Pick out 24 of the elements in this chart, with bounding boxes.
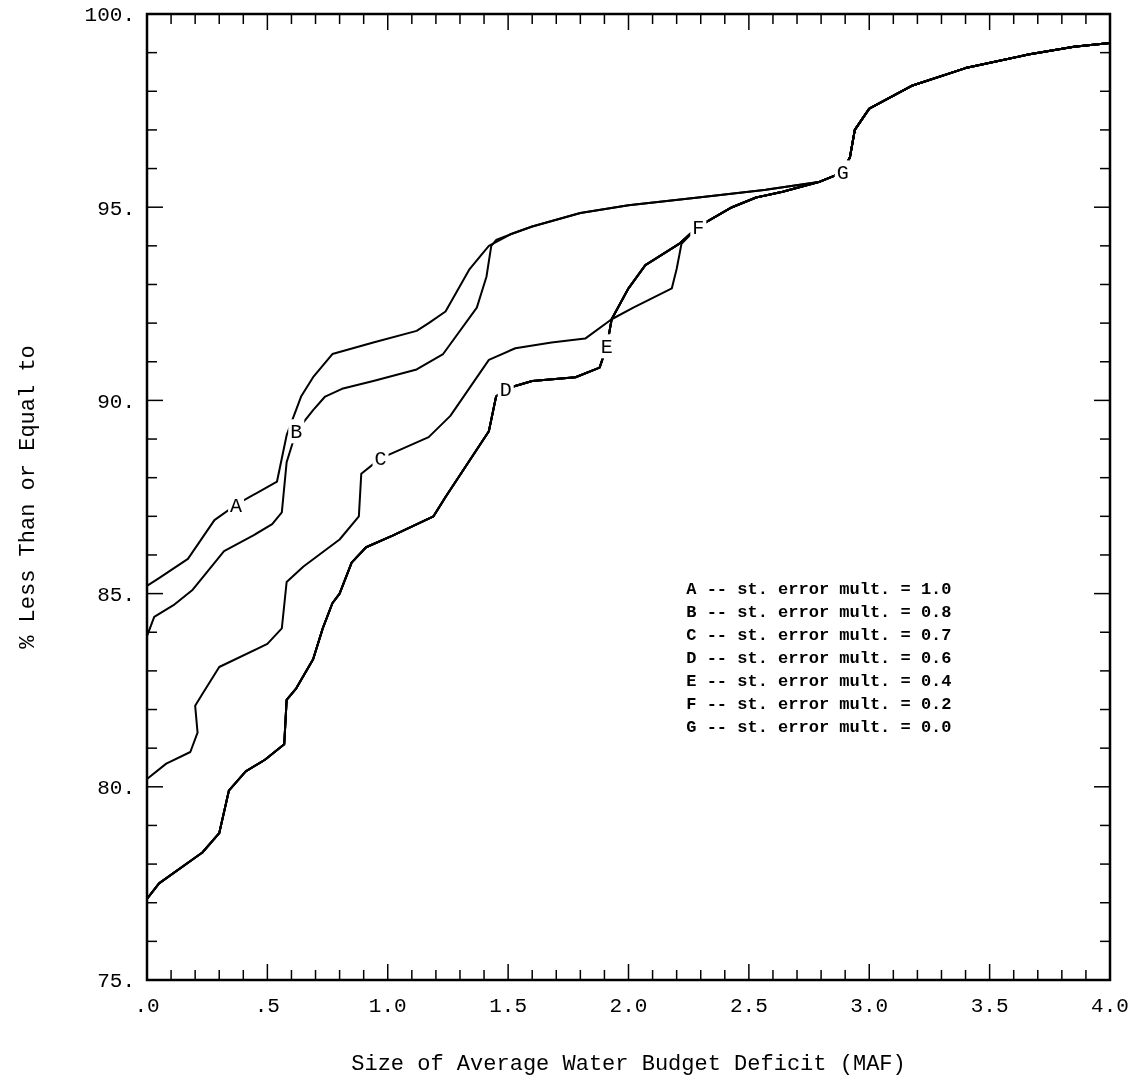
x-tick-label: 1.5	[489, 995, 528, 1018]
x-tick-label: 2.0	[609, 995, 648, 1018]
x-tick-label: 4.0	[1091, 995, 1129, 1018]
annotation: E -- st. error mult. = 0.4	[686, 671, 952, 691]
y-tick-label: 100.	[84, 4, 135, 28]
y-tick-label: 85.	[97, 583, 135, 607]
y-tick-label: 80.	[97, 777, 135, 801]
annotation: G -- st. error mult. = 0.0	[686, 717, 952, 737]
x-tick-label: .0	[134, 995, 160, 1018]
x-tick-label: 3.5	[970, 995, 1009, 1018]
y-axis-title: % Less Than or Equal to	[16, 345, 41, 649]
y-tick-label: 90.	[97, 390, 135, 414]
annotation: D -- st. error mult. = 0.6	[686, 648, 952, 668]
x-tick-label: 1.0	[368, 995, 407, 1018]
x-tick-label: 2.5	[729, 995, 768, 1018]
annotation: C -- st. error mult. = 0.7	[686, 625, 952, 645]
y-tick-label: 95.	[97, 197, 135, 221]
annotation: F -- st. error mult. = 0.2	[686, 694, 952, 714]
annotation: A -- st. error mult. = 1.0	[686, 579, 952, 599]
x-tick-label: 3.0	[850, 995, 889, 1018]
x-tick-label: .5	[254, 995, 280, 1018]
x-axis-title: Size of Average Water Budget Deficit (MAF)	[351, 1052, 906, 1077]
annotation: B -- st. error mult. = 0.8	[686, 602, 952, 622]
y-tick-label: 75.	[97, 970, 135, 994]
